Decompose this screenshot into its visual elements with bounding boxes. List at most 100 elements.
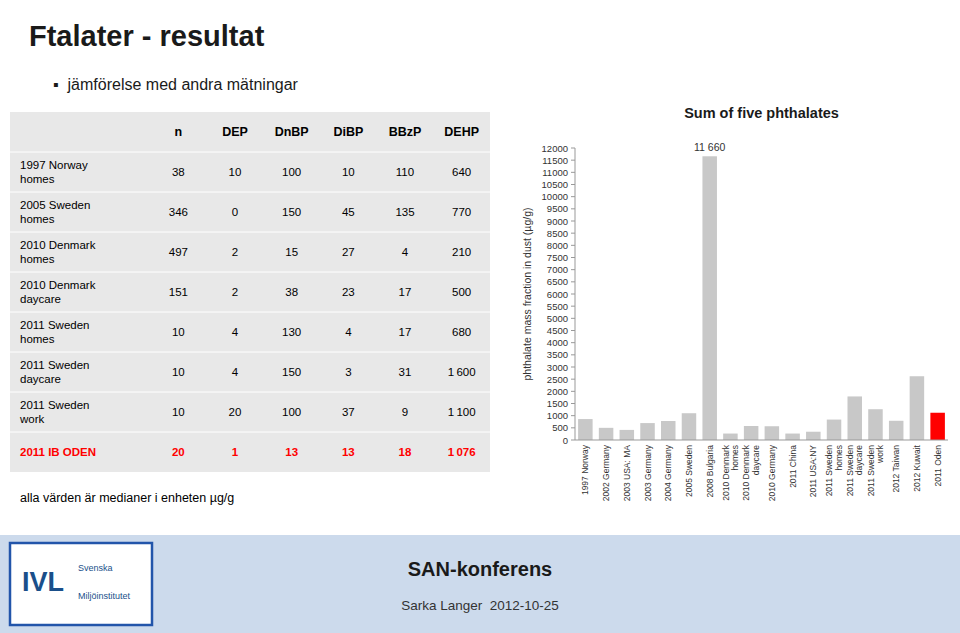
table-cell: 150	[282, 206, 301, 218]
x-tick-label: 2011 Swedenwork	[866, 444, 885, 496]
table-cell: 17	[399, 286, 412, 298]
table-row-label: 2010 Denmarkdaycare	[20, 279, 96, 304]
x-tick-label: 2004 Germany	[663, 444, 673, 501]
bar	[930, 413, 945, 440]
y-tick	[571, 354, 575, 355]
y-tick-label: 4500	[547, 325, 568, 336]
table-row-separator	[10, 352, 490, 353]
y-tick	[571, 379, 575, 380]
table-cell: 100	[282, 406, 301, 418]
text-line: 2005 Sweden	[684, 445, 694, 497]
table-header: DiBP	[333, 125, 363, 139]
footer-text: Sarka Langer 2012-10-25	[401, 598, 559, 613]
table-cell: 13	[285, 446, 298, 458]
table-cell: 10	[172, 406, 185, 418]
table-background	[10, 112, 490, 472]
bar	[868, 409, 883, 440]
y-tick	[571, 233, 575, 234]
table-cell: 100	[282, 166, 301, 178]
table: nDEPDnBPDiBPBBzPDEHP1997 Norwayhomes3810…	[10, 112, 490, 505]
x-tick-label: 2011 Swedenhomes	[824, 445, 843, 497]
text-line: 2011 USA:NY	[808, 445, 818, 498]
table-cell: 150	[282, 366, 301, 378]
table-cell: 497	[169, 246, 188, 258]
y-tick	[571, 367, 575, 368]
y-axis-line	[575, 148, 576, 440]
bar	[785, 434, 800, 440]
table-cell: 110	[396, 166, 414, 178]
table-cell: 640	[452, 166, 471, 178]
table-row-label: 1997 Norwayhomes	[20, 159, 88, 184]
y-tick-label: 12000	[542, 143, 568, 154]
table-cell: 135	[395, 206, 414, 218]
table-cell: 23	[342, 286, 355, 298]
y-tick-label: 1500	[547, 398, 568, 409]
text-line: 2011 Sweden	[20, 399, 89, 411]
slide: Ftalater - resultat▪ jämförelse med andr…	[0, 0, 960, 633]
text-line: 2003 USA: MA	[622, 445, 632, 502]
x-tick-label: 2002 Germany	[601, 444, 611, 501]
table-cell: 1 600	[448, 366, 476, 378]
table-cell: 18	[399, 446, 412, 458]
table-cell: 2	[232, 286, 238, 298]
text-line: homes	[20, 333, 55, 345]
y-tick-label: 4000	[547, 337, 568, 348]
text-line: 2010 Denmark	[20, 279, 96, 291]
y-tick	[571, 221, 575, 222]
table-cell: 4	[232, 326, 239, 338]
table-cell: 20	[172, 446, 185, 458]
table-cell: 130	[282, 326, 301, 338]
table-cell: 45	[342, 206, 355, 218]
logo-box	[10, 543, 152, 625]
text-line: homes	[730, 445, 740, 471]
y-axis: 0500100015002000250030003500400045005000…	[542, 143, 575, 446]
slide-subtitle: ▪ jämförelse med andra mätningar	[53, 76, 299, 93]
table-row-label: 2011 Swedendaycare	[20, 359, 89, 384]
table-header: DnBP	[275, 125, 309, 139]
y-tick-label: 1000	[547, 410, 568, 421]
text-line: 2011 Oden	[933, 445, 943, 487]
y-tick-label: 3500	[547, 349, 568, 360]
y-tick-label: 5000	[547, 313, 568, 324]
text-line: 2011 China	[788, 445, 798, 488]
table-cell: 9	[402, 406, 408, 418]
table-header: n	[175, 125, 183, 139]
y-tick-label: 11000	[542, 167, 568, 178]
text-line: work	[19, 413, 45, 425]
table-cell: 346	[169, 206, 188, 218]
logo-text: IVL	[22, 567, 64, 597]
table-cell: 1 100	[448, 406, 476, 418]
y-tick-label: 11500	[542, 155, 568, 166]
y-tick	[571, 196, 575, 197]
y-tick-label: 2500	[547, 374, 568, 385]
x-tick-label: 2010 Germany	[767, 444, 777, 501]
bar	[599, 428, 614, 440]
table-cell: 31	[399, 366, 412, 378]
y-tick	[571, 415, 575, 416]
x-tick-label: 2011 Oden	[933, 445, 943, 487]
table-cell: 17	[399, 326, 412, 338]
y-tick-label: 8500	[547, 228, 568, 239]
y-tick	[571, 208, 575, 209]
y-tick	[571, 257, 575, 258]
text-line: 2012 Taiwan	[891, 445, 901, 493]
table-row-separator	[10, 432, 490, 433]
background	[0, 0, 960, 633]
bar-annotation: 11 660	[694, 141, 725, 153]
bar	[889, 421, 904, 440]
table-header: BBzP	[389, 125, 422, 139]
text-line: 2004 Germany	[663, 444, 673, 501]
x-tick-label: 2011 Swedendaycare	[845, 445, 864, 497]
y-tick	[571, 294, 575, 295]
x-tick-label: 2012 Kuwait	[912, 444, 922, 491]
text-line: homes	[834, 445, 844, 471]
text-line: homes	[20, 253, 55, 265]
y-tick	[571, 391, 575, 392]
y-tick	[571, 245, 575, 246]
y-tick-label: 6500	[547, 276, 568, 287]
bar	[702, 156, 717, 440]
x-axis: 1997 Norway2002 Germany2003 USA: MA2003 …	[580, 444, 942, 501]
text-line: 2011 Sweden	[20, 359, 89, 371]
y-tick-label: 3000	[547, 362, 568, 373]
text-line: 2010 Germany	[767, 444, 777, 501]
